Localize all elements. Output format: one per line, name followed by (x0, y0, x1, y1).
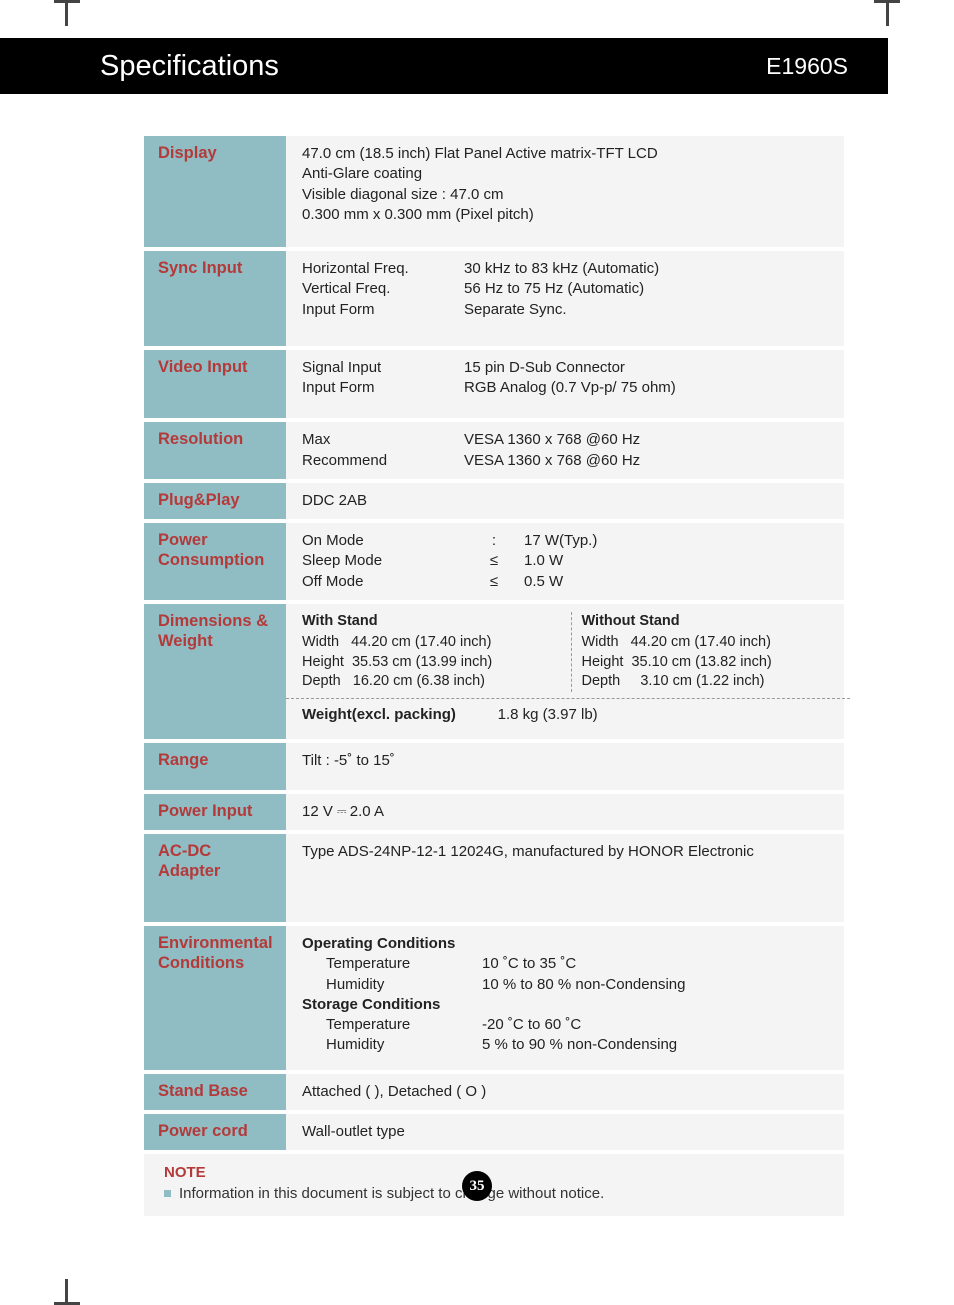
row-video: Video Input Signal Input15 pin D-Sub Con… (144, 348, 844, 421)
crop-mark (65, 0, 68, 26)
dim-with-stand: With Stand Width 44.20 cm (17.40 inch) H… (302, 612, 561, 692)
row-note: NOTE Information in this document is sub… (144, 1152, 844, 1216)
page-title: Specifications (100, 50, 279, 83)
row-range: Range Tilt : -5˚ to 15˚ (144, 741, 844, 791)
row-stand: Stand Base Attached ( ), Detached ( O ) (144, 1072, 844, 1112)
row-adapter: AC-DC Adapter Type ADS-24NP-12-1 12024G,… (144, 832, 844, 924)
row-cord: Power cord Wall-outlet type (144, 1112, 844, 1152)
page-number: 35 (462, 1171, 492, 1201)
row-plugplay: Plug&Play DDC 2AB (144, 481, 844, 521)
row-powerinput: Power Input 12 V ⎓ 2.0 A (144, 792, 844, 832)
model-number: E1960S (766, 53, 848, 80)
row-display: Display 47.0 cm (18.5 inch) Flat Panel A… (144, 136, 844, 249)
header-bar: Specifications E1960S (0, 38, 888, 94)
dim-without-stand: Without Stand Width 44.20 cm (17.40 inch… (582, 612, 841, 692)
crop-mark (65, 1279, 68, 1305)
label-display: Display (144, 136, 286, 249)
row-env: Environmental Conditions Operating Condi… (144, 924, 844, 1072)
value-display: 47.0 cm (18.5 inch) Flat Panel Active ma… (286, 136, 844, 249)
row-powerconsumption: Power Consumption On Mode:17 W(Typ.) Sle… (144, 521, 844, 602)
crop-mark (886, 0, 889, 26)
divider (571, 612, 572, 692)
note-box: NOTE Information in this document is sub… (144, 1154, 844, 1216)
spec-table: Display 47.0 cm (18.5 inch) Flat Panel A… (144, 136, 844, 1216)
label-dimensions: Dimensions & Weight (158, 612, 276, 652)
row-dimensions: Dimensions & Weight With Stand Width 44.… (144, 602, 844, 742)
note-title: NOTE (164, 1164, 830, 1181)
row-sync: Sync Input Horizontal Freq.30 kHz to 83 … (144, 249, 844, 348)
row-resolution: Resolution MaxVESA 1360 x 768 @60 Hz Rec… (144, 420, 844, 481)
dc-symbol-icon: ⎓ (337, 803, 346, 819)
note-text: Information in this document is subject … (164, 1185, 830, 1202)
weight-row: Weight(excl. packing) 1.8 kg (3.97 lb) (286, 698, 850, 725)
